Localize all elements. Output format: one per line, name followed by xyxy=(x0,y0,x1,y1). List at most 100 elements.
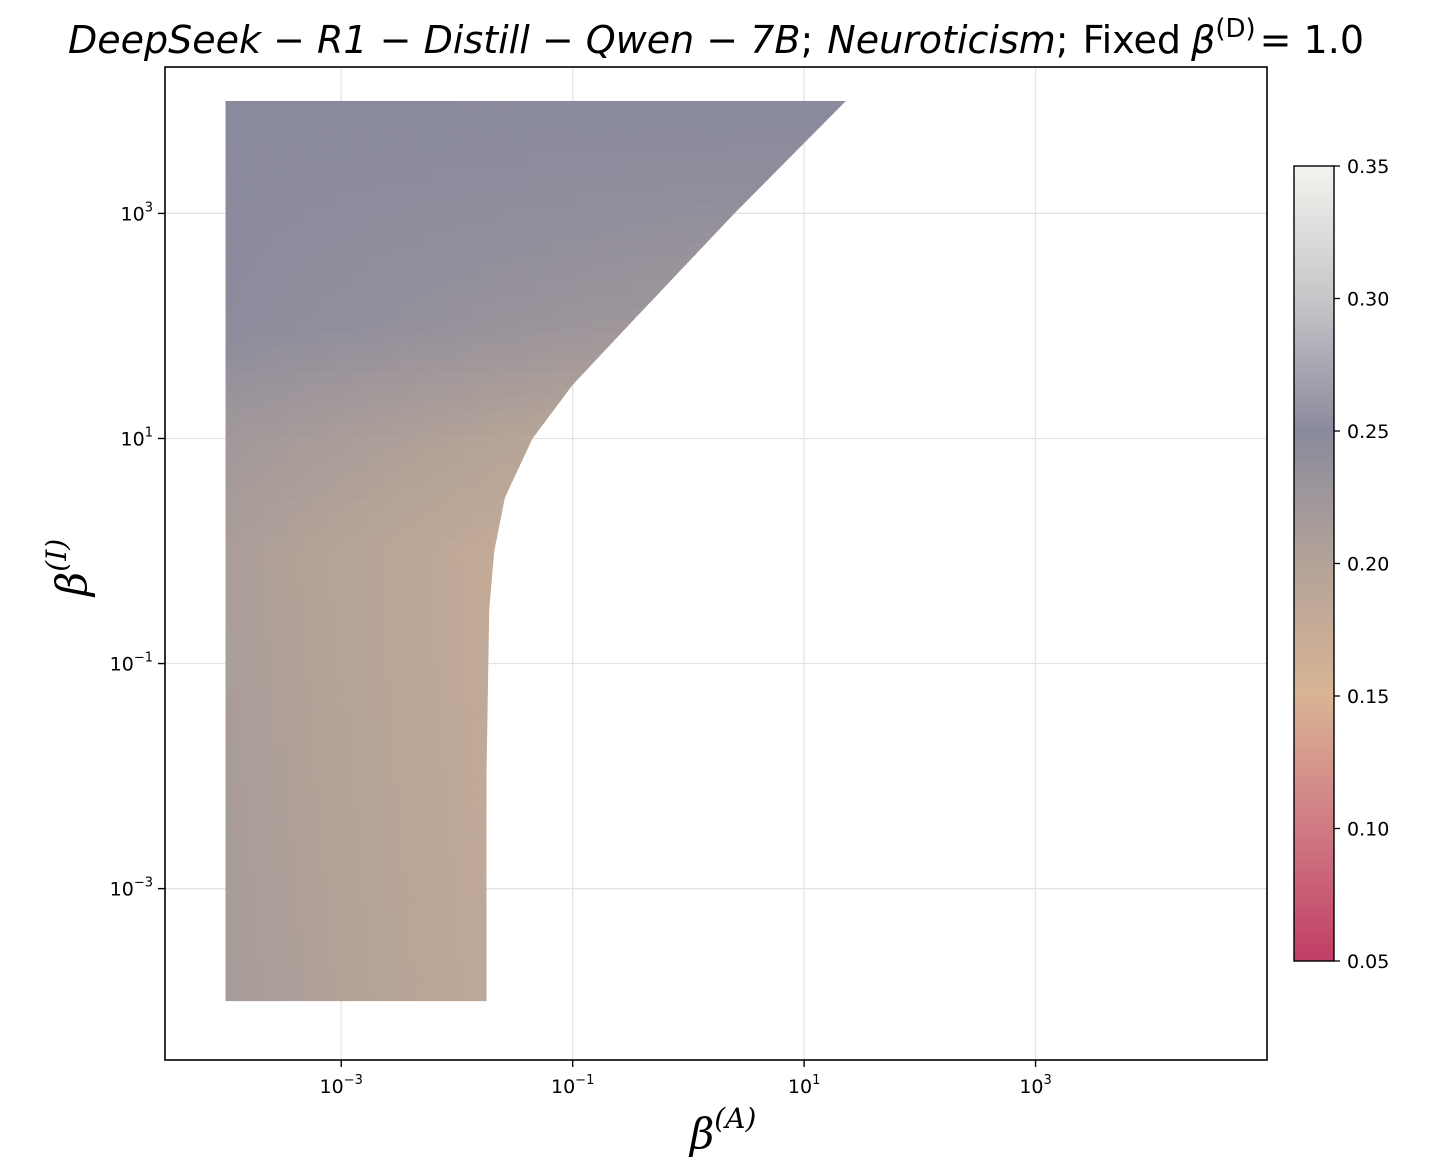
heatmap-cell xyxy=(810,872,821,887)
heatmap-cell xyxy=(757,589,767,604)
heatmap-cell xyxy=(526,306,537,321)
heatmap-cell xyxy=(553,165,564,179)
heatmap-cell xyxy=(340,756,351,771)
heatmap-cell xyxy=(349,293,360,308)
heatmap-cell xyxy=(243,139,253,154)
heatmap-cell xyxy=(642,229,652,244)
heatmap-cell xyxy=(331,846,342,861)
heatmap-cell xyxy=(659,396,670,411)
heatmap-cell xyxy=(553,718,564,732)
heatmap-cell xyxy=(358,293,369,308)
heatmap-cell xyxy=(420,100,431,115)
heatmap-cell xyxy=(455,422,466,437)
heatmap-cell xyxy=(269,139,280,154)
heatmap-cell xyxy=(411,949,422,964)
heatmap-cell xyxy=(331,538,342,552)
heatmap-cell xyxy=(482,923,493,938)
heatmap-cell xyxy=(393,460,404,475)
heatmap-cell xyxy=(464,679,475,694)
heatmap-cell xyxy=(411,126,422,141)
heatmap-cell xyxy=(287,229,298,244)
heatmap-cell xyxy=(783,911,794,925)
heatmap-cell xyxy=(509,898,519,912)
heatmap-cell xyxy=(260,743,271,758)
heatmap-cell xyxy=(411,152,422,166)
heatmap-cell xyxy=(766,911,776,925)
heatmap-cell xyxy=(704,178,714,192)
heatmap-cell xyxy=(819,563,830,578)
heatmap-cell xyxy=(296,332,307,347)
heatmap-cell xyxy=(668,692,679,707)
heatmap-cell xyxy=(376,512,386,527)
heatmap-cell xyxy=(385,615,395,629)
heatmap-cell xyxy=(828,422,838,437)
heatmap-cell xyxy=(757,332,767,347)
heatmap-cell xyxy=(535,911,546,925)
heatmap-cell xyxy=(455,833,466,848)
heatmap-cell xyxy=(801,589,812,604)
heatmap-cell xyxy=(296,370,307,385)
heatmap-cell xyxy=(305,833,315,848)
heatmap-cell xyxy=(314,808,324,822)
heatmap-cell xyxy=(287,666,298,681)
heatmap-cell xyxy=(588,551,599,565)
heatmap-cell xyxy=(775,833,785,848)
heatmap-cell xyxy=(801,782,812,797)
heatmap-cell xyxy=(526,203,537,218)
heatmap-cell xyxy=(597,846,608,861)
heatmap-cell xyxy=(642,872,652,887)
heatmap-cell xyxy=(677,576,688,591)
heatmap-cell xyxy=(713,705,723,720)
heatmap-cell xyxy=(447,563,457,578)
heatmap-cell xyxy=(580,460,590,475)
heatmap-cell xyxy=(562,126,572,141)
heatmap-cell xyxy=(819,499,830,514)
heatmap-cell xyxy=(482,743,493,758)
heatmap-cell xyxy=(455,641,466,655)
heatmap-cell xyxy=(757,602,767,617)
heatmap-cell xyxy=(455,705,466,720)
heatmap-cell xyxy=(455,846,466,861)
heatmap-cell xyxy=(447,795,457,810)
heatmap-cell xyxy=(588,988,599,1002)
heatmap-cell xyxy=(606,178,617,192)
heatmap-cell xyxy=(544,718,555,732)
heatmap-cell xyxy=(650,538,661,552)
heatmap-cell xyxy=(721,666,732,681)
heatmap-cell xyxy=(349,769,360,784)
heatmap-cell xyxy=(659,165,670,179)
heatmap-cell xyxy=(819,319,830,334)
heatmap-cell xyxy=(535,705,546,720)
heatmap-cell xyxy=(367,782,377,797)
heatmap-cell xyxy=(438,615,448,629)
heatmap-cell xyxy=(447,100,457,115)
heatmap-cell xyxy=(721,846,732,861)
heatmap-cell xyxy=(792,268,803,282)
heatmap-cell xyxy=(278,795,289,810)
heatmap-cell xyxy=(801,345,812,359)
heatmap-cell xyxy=(385,460,395,475)
heatmap-cell xyxy=(792,383,803,398)
heatmap-cell xyxy=(642,113,652,128)
heatmap-cell xyxy=(588,383,599,398)
heatmap-cell xyxy=(287,975,298,990)
heatmap-cell xyxy=(659,615,670,629)
heatmap-cell xyxy=(580,178,590,192)
heatmap-cell xyxy=(642,731,652,745)
heatmap-cell xyxy=(757,409,767,424)
heatmap-cell xyxy=(730,178,741,192)
heatmap-cell xyxy=(562,975,572,990)
heatmap-cell xyxy=(402,705,413,720)
heatmap-cell xyxy=(438,139,448,154)
heatmap-cell xyxy=(535,756,546,771)
heatmap-cell xyxy=(828,859,838,874)
heatmap-cell xyxy=(314,178,324,192)
heatmap-cell xyxy=(447,731,457,745)
heatmap-cell xyxy=(828,499,838,514)
heatmap-cell xyxy=(367,255,377,269)
heatmap-cell xyxy=(801,113,812,128)
heatmap-cell xyxy=(650,422,661,437)
heatmap-cell xyxy=(704,255,714,269)
heatmap-cell xyxy=(704,641,714,655)
heatmap-cell xyxy=(606,705,617,720)
